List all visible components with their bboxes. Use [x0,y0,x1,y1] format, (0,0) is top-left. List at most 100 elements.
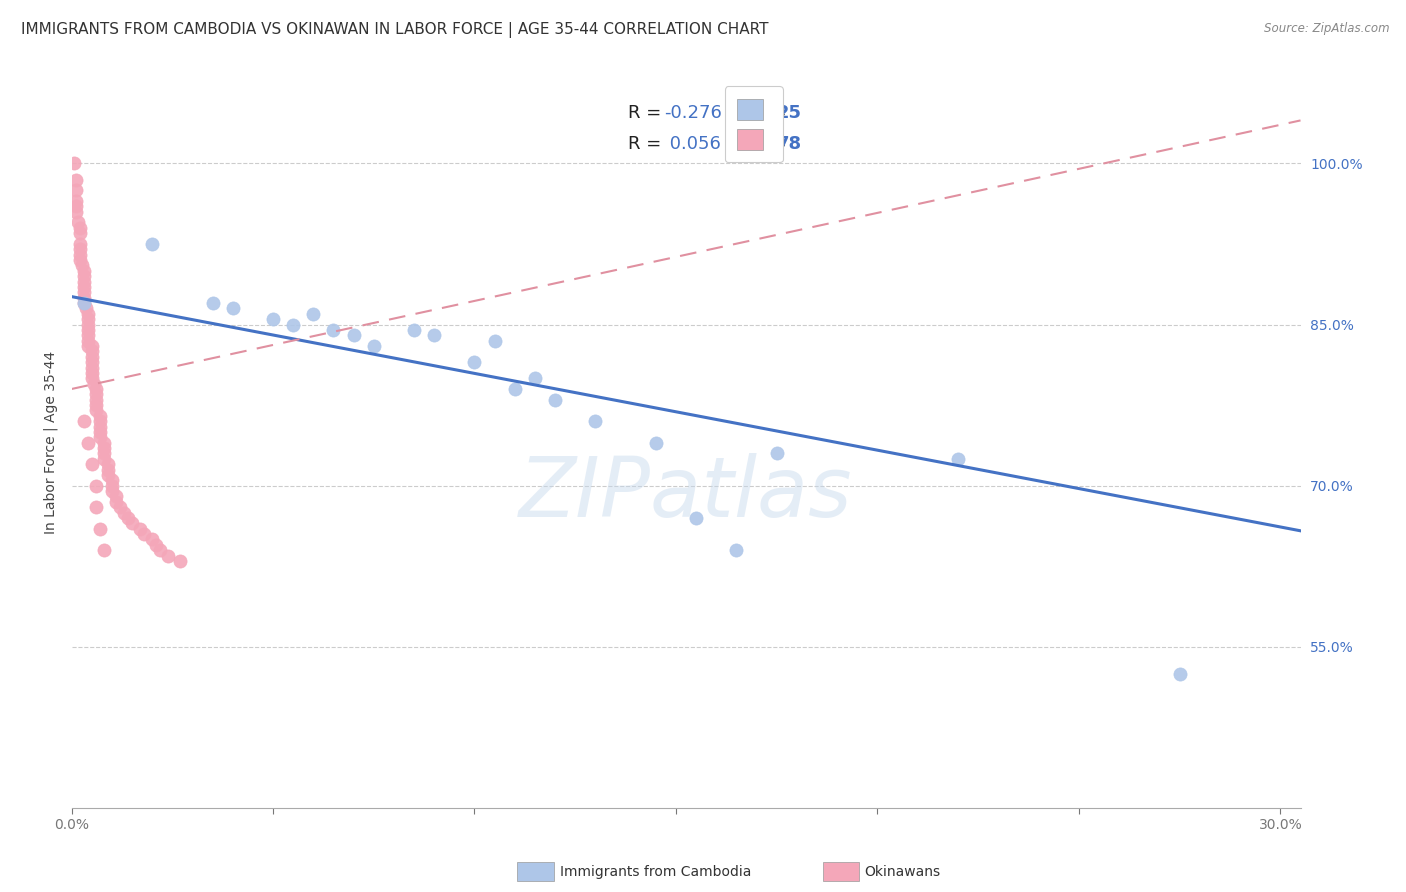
Point [80,350,103,364]
Point [84,478,107,492]
Point [89,414,111,428]
Point [76,312,98,326]
Point [72,269,94,284]
Point [89,409,111,423]
Point [583,414,606,428]
Text: 25: 25 [778,103,801,121]
Point [93,435,115,450]
Text: R =: R = [628,103,668,121]
Point [97,467,120,482]
Point [84,500,107,515]
Point [76,323,98,337]
Point [65,172,87,186]
Text: N =: N = [735,135,793,153]
Point [80,457,103,471]
Text: Immigrants from Cambodia: Immigrants from Cambodia [560,865,751,880]
Point [72,296,94,310]
Point [69,226,91,240]
Point [946,451,969,466]
Point [93,451,115,466]
Point [121,516,143,531]
Point [322,323,344,337]
Point [84,392,107,407]
Point [484,334,506,348]
Text: N =: N = [735,103,793,121]
Point [1168,666,1191,681]
Text: ZIPatlas: ZIPatlas [519,453,853,534]
Point [69,243,91,257]
Point [101,473,124,487]
Point [80,371,103,385]
Point [76,435,98,450]
Point [262,312,284,326]
Text: 78: 78 [778,135,801,153]
Point [201,296,224,310]
Point [101,484,124,499]
Point [463,355,485,369]
Point [423,328,446,343]
Point [402,323,425,337]
Point [685,511,707,525]
Text: IMMIGRANTS FROM CAMBODIA VS OKINAWAN IN LABOR FORCE | AGE 35-44 CORRELATION CHAR: IMMIGRANTS FROM CAMBODIA VS OKINAWAN IN … [21,22,769,38]
Text: Source: ZipAtlas.com: Source: ZipAtlas.com [1264,22,1389,36]
Point [101,478,124,492]
Point [69,248,91,262]
Point [141,236,163,251]
Point [62,156,84,170]
Point [72,285,94,300]
Point [149,543,172,558]
Point [65,194,87,208]
Point [145,538,167,552]
Point [503,382,526,396]
Point [76,318,98,332]
Text: 0.056: 0.056 [664,135,721,153]
Point [75,301,97,316]
Point [69,253,91,268]
Legend: , : , [724,87,783,162]
Point [342,328,364,343]
Point [725,543,748,558]
Point [72,414,94,428]
Point [69,220,91,235]
Point [302,307,325,321]
Point [72,275,94,289]
Text: R =: R = [628,135,668,153]
Point [69,236,91,251]
Point [80,339,103,353]
Point [84,387,107,401]
Point [104,490,127,504]
Point [76,334,98,348]
Point [129,522,152,536]
Text: -0.276: -0.276 [664,103,721,121]
Point [89,522,111,536]
Point [72,296,94,310]
Point [89,419,111,434]
Point [169,554,191,568]
Point [76,307,98,321]
Point [80,355,103,369]
Point [157,549,180,563]
Point [104,495,127,509]
Point [132,527,155,541]
Point [112,506,135,520]
Point [97,462,120,476]
Point [93,543,115,558]
Point [72,291,94,305]
Point [97,457,120,471]
Point [108,500,131,515]
Point [523,371,546,385]
Point [72,264,94,278]
Point [80,366,103,380]
Point [84,382,107,396]
Point [80,360,103,375]
Point [70,259,93,273]
Point [89,430,111,444]
Point [141,533,163,547]
Point [281,318,304,332]
Point [65,183,87,197]
Point [221,301,243,316]
Point [93,441,115,455]
Point [76,339,98,353]
Point [544,392,567,407]
Text: Okinawans: Okinawans [865,865,941,880]
